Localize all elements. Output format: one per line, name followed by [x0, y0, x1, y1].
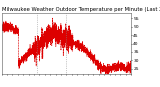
- Text: Milwaukee Weather Outdoor Temperature per Minute (Last 24 Hours): Milwaukee Weather Outdoor Temperature pe…: [2, 7, 160, 12]
